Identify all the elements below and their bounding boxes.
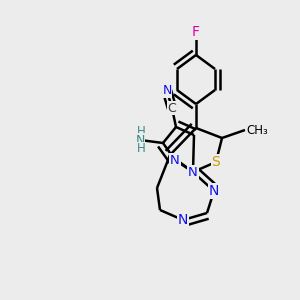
Text: C: C xyxy=(168,101,176,115)
Text: N: N xyxy=(162,85,172,98)
Text: S: S xyxy=(212,155,220,169)
Text: F: F xyxy=(192,25,200,39)
Text: CH₃: CH₃ xyxy=(247,124,268,136)
Text: N: N xyxy=(188,166,198,178)
Text: N: N xyxy=(178,213,188,227)
Text: N: N xyxy=(170,154,180,166)
Text: H: H xyxy=(137,142,146,155)
Text: N: N xyxy=(209,184,219,198)
Text: H: H xyxy=(137,125,146,138)
Text: N: N xyxy=(135,134,145,146)
